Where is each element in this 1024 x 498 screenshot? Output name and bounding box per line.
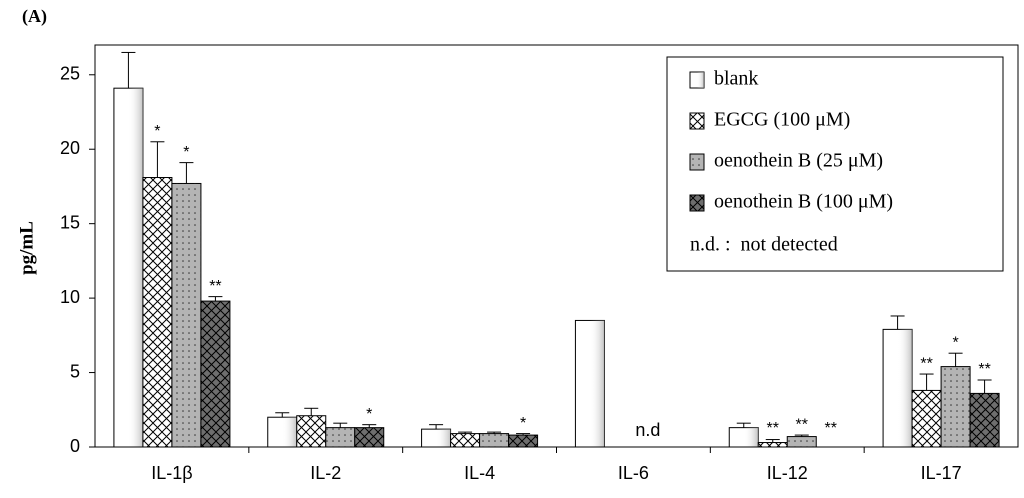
bar-pattern	[450, 433, 480, 447]
bar-pattern	[912, 390, 942, 447]
bar-pattern	[941, 366, 971, 447]
legend-label: oenothein B (25 μM)	[714, 150, 883, 172]
y-tick-label: 10	[60, 287, 80, 307]
bar-pattern	[171, 183, 201, 447]
significance-label: **	[796, 416, 808, 433]
legend-note: n.d. : not detected	[690, 234, 838, 256]
significance-label: *	[154, 123, 160, 140]
significance-label: *	[183, 144, 189, 161]
significance-label: **	[825, 420, 837, 437]
bar-pattern	[200, 301, 230, 447]
y-tick-label: 0	[70, 436, 80, 456]
x-tick-label: IL-17	[921, 463, 962, 483]
x-tick-label: IL-12	[767, 463, 808, 483]
bar-pattern	[479, 433, 509, 447]
bar-pattern	[970, 393, 1000, 447]
x-tick-label: IL-1β	[151, 463, 192, 483]
bar-pattern	[729, 427, 759, 447]
bar-pattern	[883, 329, 913, 447]
bar-pattern	[575, 320, 605, 447]
bar-pattern	[267, 417, 297, 447]
legend-label: blank	[714, 68, 758, 90]
x-tick-label: IL-6	[618, 463, 649, 483]
bar-pattern	[296, 415, 326, 447]
legend-swatch-pattern	[690, 154, 704, 170]
x-tick-label: IL-2	[310, 463, 341, 483]
bar-pattern	[142, 177, 172, 447]
bar-pattern	[758, 442, 788, 447]
panel-label: (A)	[22, 6, 47, 27]
significance-label: **	[209, 278, 221, 295]
x-tick-label: IL-4	[464, 463, 495, 483]
significance-label: *	[952, 334, 958, 351]
significance-label: **	[978, 361, 990, 378]
bar-pattern	[787, 436, 817, 447]
significance-label: *	[520, 415, 526, 432]
legend-box	[666, 56, 1004, 272]
legend-swatch-pattern	[690, 72, 704, 88]
y-tick-label: 15	[60, 212, 80, 232]
bar-pattern	[421, 429, 451, 447]
not-detected-label: n.d	[635, 420, 660, 440]
bar-pattern	[113, 88, 143, 447]
significance-label: **	[767, 420, 779, 437]
legend-swatch-pattern	[690, 113, 704, 129]
y-tick-label: 20	[60, 138, 80, 158]
bar-pattern	[508, 435, 538, 447]
y-tick-label: 5	[70, 361, 80, 381]
bar-pattern	[354, 427, 384, 447]
legend-label: EGCG (100 μM)	[714, 109, 850, 131]
legend-label: oenothein B (100 μM)	[714, 191, 893, 213]
y-tick-label: 25	[60, 64, 80, 84]
significance-label: **	[920, 355, 932, 372]
legend-swatch-pattern	[690, 195, 704, 211]
significance-label: *	[366, 406, 372, 423]
y-axis-label: pg/mL	[16, 221, 37, 275]
bar-pattern	[325, 427, 355, 447]
